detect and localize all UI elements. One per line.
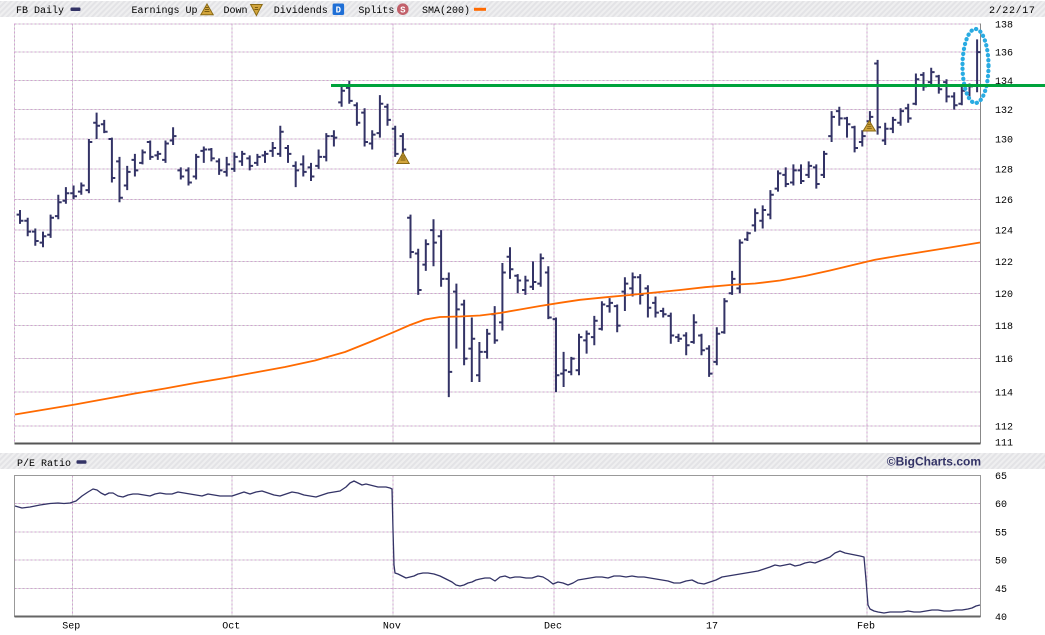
svg-text:Earnings Up: Earnings Up: [132, 5, 198, 17]
svg-text:60: 60: [995, 500, 1007, 511]
svg-text:Dividends: Dividends: [274, 5, 328, 17]
svg-text:FB Daily: FB Daily: [16, 5, 64, 17]
svg-text:SMA(200): SMA(200): [422, 5, 470, 17]
svg-text:120: 120: [995, 290, 1013, 301]
svg-text:40: 40: [995, 613, 1007, 624]
svg-text:Dec: Dec: [544, 622, 562, 633]
svg-text:Feb: Feb: [857, 621, 875, 633]
svg-text:S: S: [400, 6, 406, 16]
svg-text:116: 116: [995, 355, 1013, 366]
svg-text:Sep: Sep: [62, 622, 80, 633]
svg-text:128: 128: [995, 165, 1013, 176]
svg-text:17: 17: [706, 622, 718, 633]
svg-text:138: 138: [995, 21, 1013, 32]
svg-text:D: D: [336, 6, 342, 16]
svg-text:55: 55: [995, 528, 1007, 539]
svg-text:50: 50: [995, 557, 1007, 568]
svg-text:114: 114: [995, 389, 1013, 400]
svg-text:45: 45: [995, 585, 1007, 596]
svg-text:Down: Down: [224, 6, 248, 17]
svg-text:65: 65: [995, 472, 1007, 483]
svg-text:130: 130: [995, 136, 1013, 147]
svg-text:136: 136: [995, 49, 1013, 60]
svg-text:122: 122: [995, 258, 1013, 269]
svg-text:Oct: Oct: [222, 622, 240, 633]
svg-text:111: 111: [995, 439, 1013, 450]
svg-text:Nov: Nov: [383, 622, 401, 633]
svg-text:118: 118: [995, 322, 1013, 333]
svg-text:112: 112: [995, 423, 1013, 434]
svg-text:©BigCharts.com: ©BigCharts.com: [887, 455, 981, 469]
svg-text:126: 126: [995, 196, 1013, 207]
svg-text:P/E Ratio: P/E Ratio: [17, 458, 71, 470]
svg-text:124: 124: [995, 227, 1013, 238]
svg-text:Splits: Splits: [358, 5, 394, 17]
svg-text:134: 134: [995, 77, 1013, 88]
svg-text:2/22/17: 2/22/17: [989, 5, 1036, 17]
svg-text:132: 132: [995, 106, 1013, 117]
